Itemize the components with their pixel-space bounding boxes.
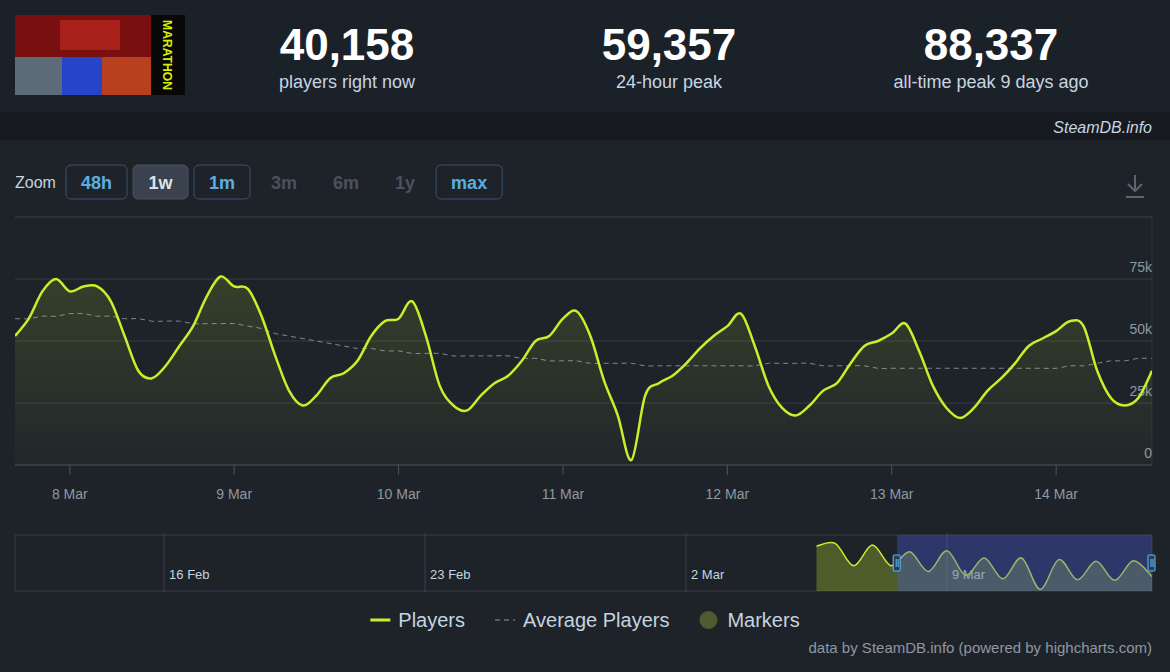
logo-art: [62, 57, 102, 95]
legend-symbol: [699, 611, 717, 629]
legend-label: Average Players: [523, 609, 669, 631]
zoom-button[interactable]: 48h: [66, 165, 127, 199]
x-tick: [1056, 465, 1057, 475]
zoom-button-text: 3m: [271, 173, 297, 193]
logo-art: [15, 15, 151, 57]
x-tick: [891, 465, 892, 475]
zoom-button-bg: [133, 165, 188, 199]
zoom-button-bg: [380, 165, 430, 199]
download-icon: [1126, 175, 1144, 197]
download-icon-path: [1126, 175, 1144, 197]
zoom-button: 6m: [318, 165, 374, 199]
zoom-button-text: 48h: [81, 173, 112, 193]
x-tick-label: 10 Mar: [377, 486, 421, 502]
handle-grip: [1151, 559, 1152, 567]
navigator-grid-line: [164, 533, 165, 592]
x-tick-label: 9 Mar: [216, 486, 252, 502]
y-tick-label: 50k: [1129, 321, 1153, 337]
page: MARATHON 40,158 players right now 59,357 24-…: [0, 0, 1170, 672]
legend-label: Markers: [727, 609, 799, 631]
zoom-label: Zoom: [15, 174, 56, 191]
navigator-tick-label: 2 Mar: [691, 567, 725, 582]
logo-art: [60, 20, 120, 50]
zoom-button: 1y: [380, 165, 430, 199]
legend-symbol: [495, 620, 515, 621]
grid-line: [15, 279, 1152, 280]
strip-bg: [0, 112, 1170, 140]
navigator-selection: [897, 535, 1152, 591]
legend-item[interactable]: Markers: [699, 609, 799, 631]
x-tick: [234, 465, 235, 475]
players-line: [15, 276, 1152, 460]
logo: MARATHON: [15, 15, 185, 95]
handle-grip: [896, 559, 897, 567]
stat-label: all-time peak 9 days ago: [893, 72, 1088, 92]
logo-band: [151, 15, 185, 95]
zoom-button-text: 6m: [333, 173, 359, 193]
logo-art: [102, 57, 151, 95]
zoom-button-bg: [256, 165, 312, 199]
x-tick: [562, 465, 563, 475]
header-bg: [0, 0, 1170, 112]
plot-area: [15, 276, 1152, 465]
stat-value: 88,337: [924, 20, 1059, 69]
stat-value: 40,158: [280, 20, 415, 69]
zoom-button-bg: [436, 165, 502, 199]
zoom-button: 3m: [256, 165, 312, 199]
stat-value: 59,357: [602, 20, 737, 69]
zoom-button-bg: [194, 165, 250, 199]
credits: data by SteamDB.info (powered by highcha…: [809, 639, 1153, 656]
stat-label: 24-hour peak: [616, 72, 723, 92]
handle-box: [1148, 555, 1155, 571]
handle-box: [893, 555, 900, 571]
handle-grip: [1153, 559, 1154, 567]
zoom-button[interactable]: 1w: [133, 165, 188, 199]
navigator-grid-line: [425, 533, 426, 592]
x-tick-label: 8 Mar: [52, 486, 88, 502]
watermark: SteamDB.info: [1053, 119, 1152, 136]
logo-text: MARATHON: [160, 20, 175, 90]
x-tick: [727, 465, 728, 475]
y-tick-label: 75k: [1129, 259, 1153, 275]
legend: Players Average Players Markers: [370, 609, 799, 631]
legend-label: Players: [398, 609, 465, 631]
navigator-tick-label: 23 Feb: [430, 567, 470, 582]
legend-item[interactable]: Players: [370, 609, 465, 631]
x-tick-label: 13 Mar: [870, 486, 914, 502]
navigator-handle[interactable]: [1148, 555, 1155, 571]
zoom-button[interactable]: max: [436, 165, 502, 199]
handle-grip: [898, 559, 899, 567]
zoom-button[interactable]: 1m: [194, 165, 250, 199]
x-tick-label: 11 Mar: [542, 486, 585, 502]
x-tick-label: 14 Mar: [1034, 486, 1078, 502]
panel-bg: [0, 140, 1170, 672]
zoom-button-bg: [66, 165, 127, 199]
zoom-button-text: 1m: [209, 173, 235, 193]
zoom-button-text: max: [451, 173, 487, 193]
navigator-frame: [15, 535, 1152, 591]
navigator-grid-line: [686, 533, 687, 592]
legend-item[interactable]: Average Players: [495, 609, 669, 631]
logo-art: [15, 57, 62, 95]
navigator-handle[interactable]: [893, 555, 900, 571]
x-tick-label: 12 Mar: [706, 486, 750, 502]
players-area: [15, 276, 1152, 465]
logo-bg: [15, 15, 185, 95]
x-tick: [69, 465, 70, 475]
zoom-button-text: 1y: [395, 173, 415, 193]
stat-label: players right now: [279, 72, 416, 92]
zoom-button-bg: [318, 165, 374, 199]
zoom-button-text: 1w: [149, 173, 174, 193]
legend-symbol: [370, 619, 390, 622]
plot-frame: [15, 217, 1152, 218]
x-tick: [398, 465, 399, 475]
navigator-tick-label: 16 Feb: [169, 567, 209, 582]
